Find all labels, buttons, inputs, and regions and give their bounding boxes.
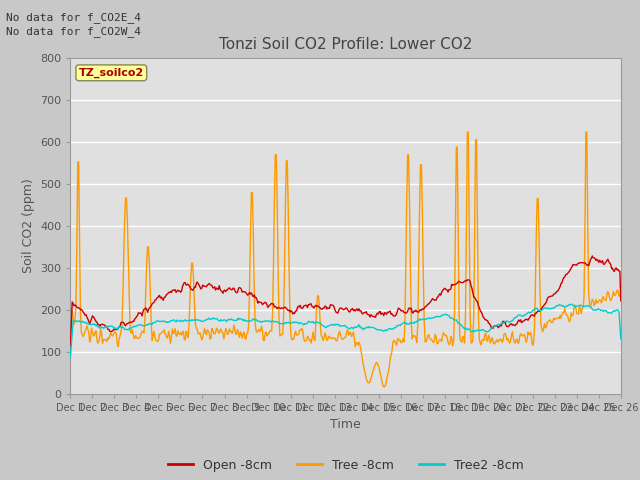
X-axis label: Time: Time — [330, 418, 361, 431]
Title: Tonzi Soil CO2 Profile: Lower CO2: Tonzi Soil CO2 Profile: Lower CO2 — [219, 37, 472, 52]
Legend: Open -8cm, Tree -8cm, Tree2 -8cm: Open -8cm, Tree -8cm, Tree2 -8cm — [163, 454, 529, 477]
Text: TZ_soilco2: TZ_soilco2 — [79, 68, 144, 78]
Text: No data for f_CO2E_4
No data for f_CO2W_4: No data for f_CO2E_4 No data for f_CO2W_… — [6, 12, 141, 37]
Y-axis label: Soil CO2 (ppm): Soil CO2 (ppm) — [22, 178, 35, 273]
